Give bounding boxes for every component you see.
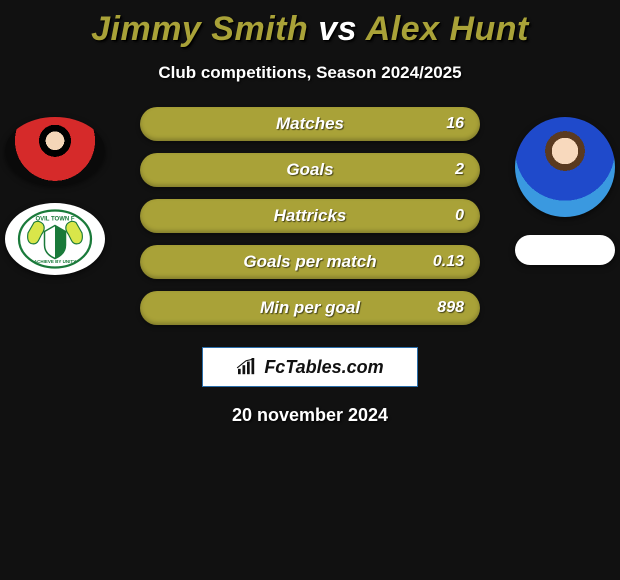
player2-name: Alex Hunt <box>366 10 529 48</box>
title: Jimmy Smith vs Alex Hunt <box>0 10 620 49</box>
stat-label: Min per goal <box>260 298 360 318</box>
stat-bar: Hattricks 0 <box>140 199 480 233</box>
bar-chart-icon <box>236 358 258 376</box>
player1-name: Jimmy Smith <box>91 10 308 48</box>
site-logo[interactable]: FcTables.com <box>202 347 418 387</box>
stat-bar: Min per goal 898 <box>140 291 480 325</box>
stat-bar: Matches 16 <box>140 107 480 141</box>
comparison-card: Jimmy Smith vs Alex Hunt Club competitio… <box>0 0 620 426</box>
player2-avatar <box>515 117 615 217</box>
player1-avatar <box>5 117 105 185</box>
stat-value: 898 <box>437 299 464 317</box>
svg-text:OVIL TOWN F: OVIL TOWN F <box>35 216 74 222</box>
stat-value: 0.13 <box>433 253 464 271</box>
player1-column: OVIL TOWN F ACHIEVE BY UNITY <box>0 107 110 275</box>
stat-bar: Goals 2 <box>140 153 480 187</box>
stat-label: Hattricks <box>274 206 347 226</box>
player2-column <box>510 107 620 265</box>
crest-shield-icon: OVIL TOWN F ACHIEVE BY UNITY <box>15 209 95 269</box>
vs-text: vs <box>318 10 357 48</box>
stat-label: Goals per match <box>243 252 376 272</box>
date-text: 20 november 2024 <box>0 405 620 426</box>
stat-label: Goals <box>286 160 333 180</box>
site-logo-text: FcTables.com <box>264 357 383 378</box>
stat-value: 16 <box>446 115 464 133</box>
player2-club-crest <box>515 235 615 265</box>
player1-club-crest: OVIL TOWN F ACHIEVE BY UNITY <box>5 203 105 275</box>
content-row: OVIL TOWN F ACHIEVE BY UNITY Matches 16 … <box>0 107 620 325</box>
stat-bar: Goals per match 0.13 <box>140 245 480 279</box>
stat-value: 0 <box>455 207 464 225</box>
stats-bars: Matches 16 Goals 2 Hattricks 0 Goals per… <box>140 107 480 325</box>
svg-text:ACHIEVE BY UNITY: ACHIEVE BY UNITY <box>34 259 76 264</box>
subtitle: Club competitions, Season 2024/2025 <box>0 63 620 83</box>
stat-value: 2 <box>455 161 464 179</box>
stat-label: Matches <box>276 114 344 134</box>
